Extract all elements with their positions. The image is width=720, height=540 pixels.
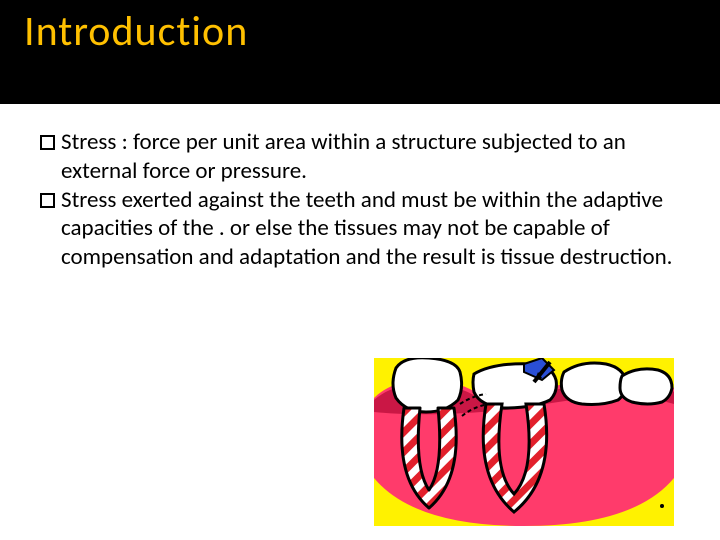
slide-header: Introduction (0, 0, 720, 104)
dental-svg (374, 358, 674, 526)
bullet-text: Stress : force per unit area within a st… (61, 128, 680, 186)
bullet-item: Stress exerted against the teeth and mus… (40, 186, 680, 272)
bullet-square-icon (40, 135, 55, 150)
slide-title: Introduction (24, 6, 248, 57)
slide: Introduction Stress : force per unit are… (0, 0, 720, 540)
slide-body: Stress : force per unit area within a st… (0, 104, 720, 272)
bullet-text: Stress exerted against the teeth and mus… (61, 186, 680, 272)
dental-illustration (374, 358, 674, 526)
bullet-square-icon (40, 193, 55, 208)
bullet-item: Stress : force per unit area within a st… (40, 128, 680, 186)
